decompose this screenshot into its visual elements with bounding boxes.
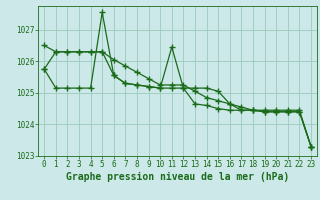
X-axis label: Graphe pression niveau de la mer (hPa): Graphe pression niveau de la mer (hPa) [66, 172, 289, 182]
